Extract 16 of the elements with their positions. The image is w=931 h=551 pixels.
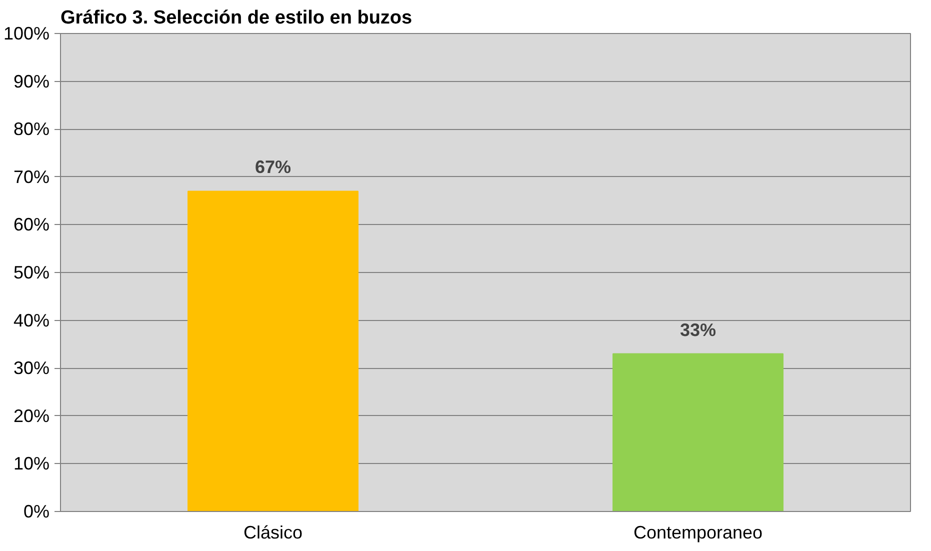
y-tick-label: 0% — [23, 502, 50, 522]
data-label: 33% — [680, 320, 716, 340]
y-tick-label: 40% — [13, 310, 50, 330]
y-tick-label: 30% — [13, 358, 50, 378]
x-tick-label: Contemporaneo — [633, 522, 763, 542]
y-tick-label: 100% — [3, 24, 50, 44]
y-tick-label: 10% — [13, 454, 50, 474]
chart-title: Gráfico 3. Selección de estilo en buzos — [60, 8, 412, 28]
x-tick-label: Clásico — [243, 522, 303, 542]
y-tick-label: 50% — [13, 262, 50, 282]
y-tick-label: 90% — [13, 71, 50, 92]
y-tick-label: 60% — [13, 214, 50, 235]
y-tick-label: 70% — [13, 166, 50, 187]
y-tick-label: 20% — [13, 406, 50, 426]
y-tick-label: 80% — [13, 119, 50, 140]
data-label: 67% — [254, 157, 292, 178]
